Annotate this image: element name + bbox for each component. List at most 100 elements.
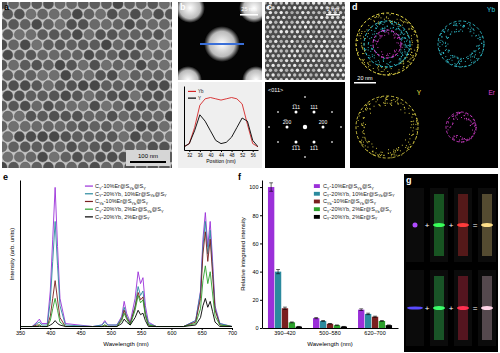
eds-count: [406, 46, 408, 48]
nanoparticle: [14, 132, 24, 142]
eds-count: [387, 70, 389, 72]
atom-column: [293, 35, 296, 38]
eds-count: [455, 115, 457, 117]
atom-column: [309, 64, 312, 67]
nanoparticle: [96, 111, 106, 121]
atom-column: [293, 54, 296, 57]
text-part: -20%Yb, 2%Er@S: [102, 214, 148, 220]
nanoparticle: [148, 81, 158, 91]
legend-label: CY-20%Yb, 10%Er@SYb@SY: [95, 191, 167, 199]
fft-spot: [286, 126, 289, 129]
text-part: Y: [164, 193, 167, 198]
nanoparticle: [101, 60, 111, 70]
eds-count: [451, 31, 453, 33]
eds-count: [463, 25, 465, 27]
fft-spot: [331, 111, 333, 113]
nanoparticle: [67, 19, 77, 29]
eds-count: [443, 52, 445, 54]
tick-mark: [260, 300, 262, 301]
atom-column: [290, 21, 293, 24]
eds-count: [447, 30, 449, 32]
eds-count: [400, 31, 402, 33]
eds-count: [463, 138, 465, 140]
eds-count: [470, 56, 472, 58]
fft-spot: [313, 141, 316, 144]
atom-column: [293, 45, 296, 48]
atom-column: [323, 40, 326, 43]
nanoparticle: [171, 40, 172, 50]
eds-count: [384, 57, 386, 59]
nanoparticle: [84, 9, 94, 19]
nanoparticle: [113, 162, 123, 168]
panel-letter: a: [4, 2, 10, 12]
eds-count: [383, 154, 385, 156]
eds-count: [384, 31, 386, 33]
eds-count: [361, 32, 363, 34]
eds-count: [454, 31, 456, 33]
eds-count: [402, 32, 404, 34]
eds-count: [367, 49, 369, 51]
nanoparticle: [178, 66, 202, 80]
atom-column: [320, 35, 323, 38]
atom-column: [298, 6, 301, 9]
eds-count: [392, 54, 394, 56]
atom-column: [342, 45, 345, 48]
atom-column: [290, 40, 293, 43]
nanoparticle: [107, 29, 117, 39]
nanoparticle: [125, 101, 135, 111]
tick-mark: [260, 187, 262, 188]
nanoparticle: [67, 60, 77, 70]
eds-count: [456, 57, 458, 59]
atom-column: [334, 49, 337, 52]
glow: [413, 223, 418, 228]
legend-label: CYb-10%Er@SYb@SY: [95, 198, 149, 206]
eds-count: [458, 61, 460, 63]
nanoparticle: [136, 121, 146, 131]
eds-count: [393, 24, 395, 26]
eds-count: [373, 105, 375, 107]
atom-column: [277, 25, 280, 28]
error-bar: [380, 320, 384, 322]
eds-count: [372, 33, 374, 35]
eds-count: [404, 43, 406, 45]
tick-label: 48: [230, 153, 236, 158]
nanoparticle: [107, 152, 117, 162]
eds-count: [460, 136, 462, 138]
tick-label: 20: [252, 297, 258, 303]
eds-count: [361, 123, 363, 125]
eds-count: [457, 61, 459, 63]
eds-count: [395, 29, 397, 31]
eds-count: [463, 25, 465, 27]
atom-column: [320, 16, 323, 19]
x-axis-title: Position (nm): [206, 158, 236, 164]
atom-column: [288, 16, 291, 19]
panel-letter: g: [406, 175, 412, 185]
nanoparticle: [55, 142, 65, 152]
eds-count: [404, 52, 406, 54]
atom-column: [344, 21, 345, 24]
eds-count: [362, 117, 364, 119]
tick-label: 52: [240, 153, 246, 158]
nanoparticle: [154, 9, 164, 19]
atom-column: [336, 54, 339, 57]
dashed-guide: [356, 96, 418, 158]
fft-spot: [340, 126, 342, 128]
atom-column: [328, 69, 331, 72]
eds-count: [371, 54, 373, 56]
eds-count: [370, 18, 372, 20]
channel-label: Er: [489, 89, 496, 96]
nanoparticle: [2, 19, 7, 29]
tick-label: 40: [208, 153, 214, 158]
eds-count: [455, 64, 457, 66]
eds-count: [397, 102, 399, 104]
eds-count: [452, 122, 454, 124]
eds-count: [455, 23, 457, 25]
atom-column: [277, 45, 280, 48]
eds-count: [391, 99, 393, 101]
x-axis-title: Wavelength (nm): [307, 341, 352, 347]
atom-column: [309, 35, 312, 38]
spot-label: 2̅00: [283, 119, 292, 125]
eds-count: [459, 63, 461, 65]
atom-column: [265, 59, 267, 62]
atom-column: [325, 45, 328, 48]
